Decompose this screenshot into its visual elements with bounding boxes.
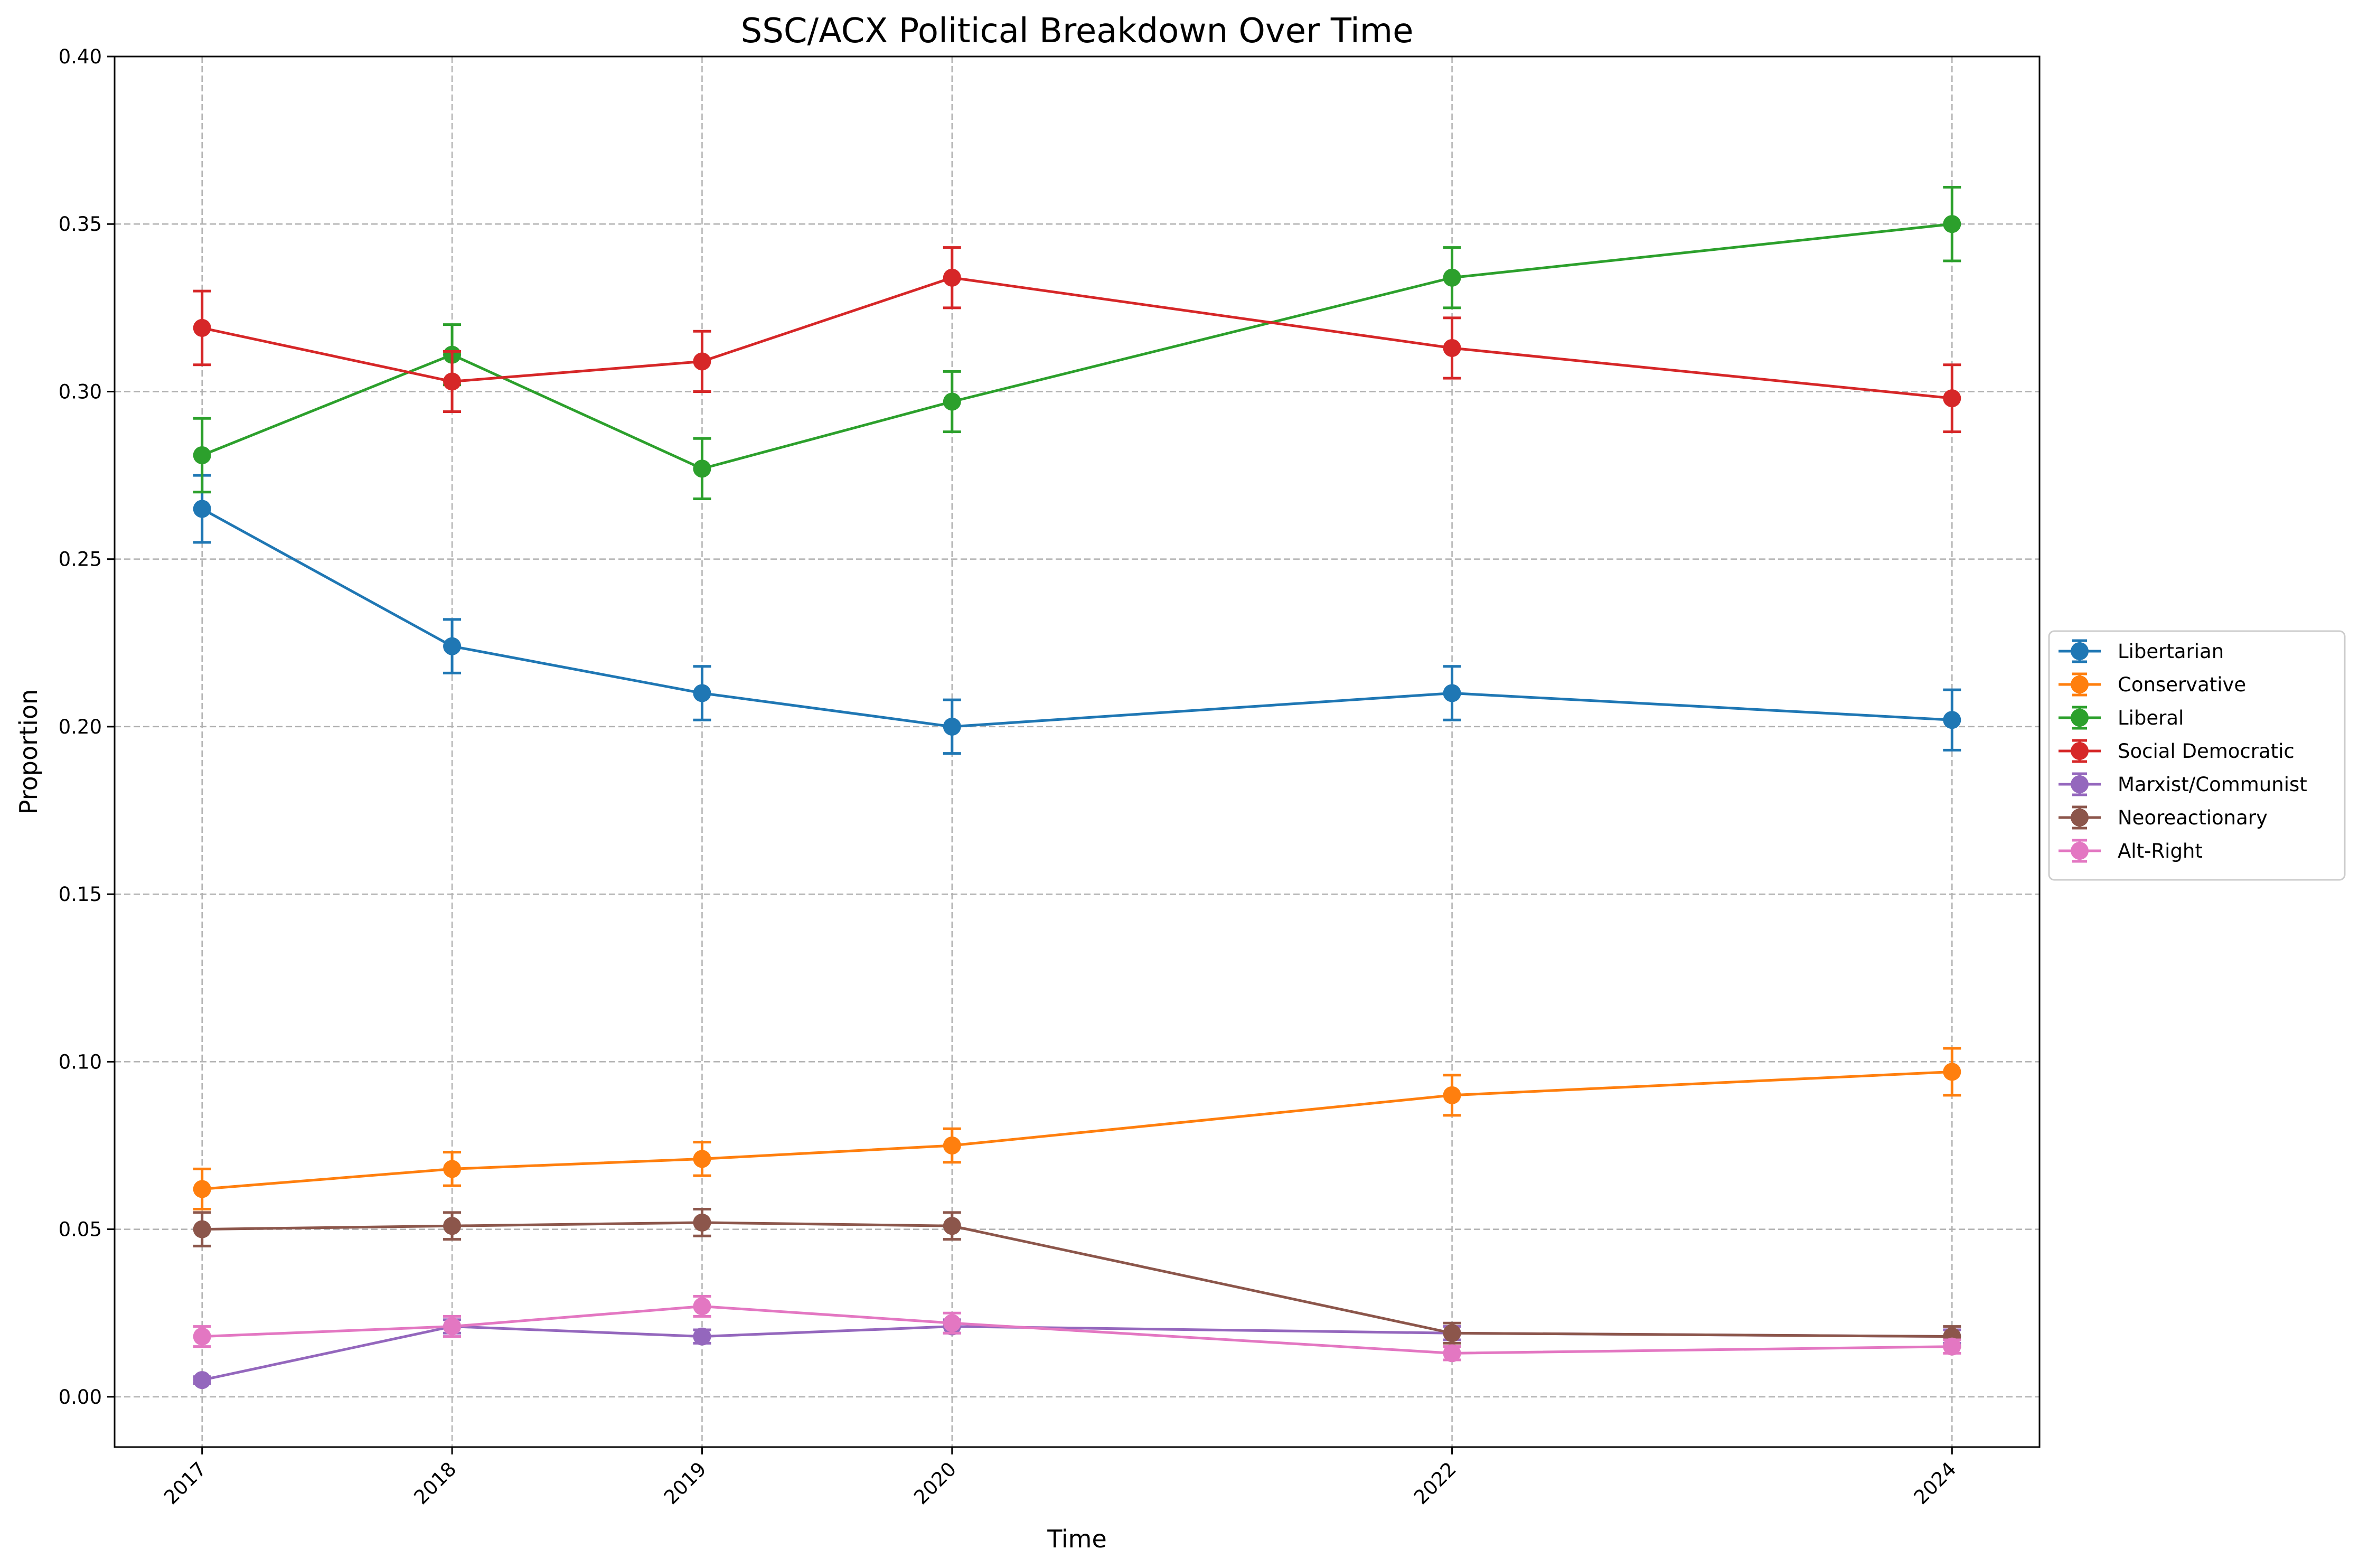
legend-marker	[2071, 642, 2089, 660]
legend-item: Social Democratic	[2059, 739, 2295, 763]
data-point	[1943, 1337, 1961, 1356]
data-point	[943, 392, 961, 411]
data-point	[193, 500, 211, 518]
legend-item: Marxist/Communist	[2059, 772, 2307, 796]
y-tick-label: 0.40	[59, 45, 102, 68]
series-line	[202, 276, 1952, 400]
legend: Libertarian Conservative Liberal Social Dem…	[2048, 630, 2346, 881]
legend-marker	[2071, 775, 2089, 793]
legend-marker	[2071, 809, 2089, 827]
data-point	[1443, 684, 1461, 702]
series-line	[202, 1305, 1952, 1355]
data-point	[693, 459, 711, 478]
data-point	[1943, 711, 1961, 729]
data-point	[443, 1317, 462, 1336]
legend-marker	[2071, 842, 2089, 860]
y-tick-label: 0.30	[59, 380, 102, 403]
y-tick-label: 0.20	[59, 716, 102, 738]
y-tick-label: 0.10	[59, 1050, 102, 1073]
legend-label: Alt-Right	[2118, 840, 2203, 862]
data-point	[1443, 268, 1461, 287]
legend-item: Liberal	[2059, 706, 2184, 730]
legend-marker	[2071, 709, 2089, 727]
legend-frame	[2048, 630, 2346, 881]
legend-marker	[2071, 675, 2089, 693]
data-point	[693, 352, 711, 371]
legend-label: Social Democratic	[2118, 740, 2295, 763]
data-point	[1443, 339, 1461, 357]
series-line	[201, 508, 1952, 728]
data-point	[693, 1213, 711, 1232]
y-tick-label: 0.35	[59, 213, 102, 236]
series-layer	[193, 185, 1961, 1389]
data-point	[1943, 389, 1961, 408]
data-point	[193, 1220, 211, 1238]
data-point	[443, 637, 462, 655]
data-point	[193, 1327, 211, 1346]
legend-label: Conservative	[2118, 673, 2246, 696]
y-tick-label: 0.05	[59, 1218, 102, 1241]
data-point	[1943, 215, 1961, 233]
x-axis-label: Time	[1047, 1525, 1107, 1553]
data-point	[443, 1217, 462, 1235]
chart-title: SSC/ACX Political Breakdown Over Time	[741, 12, 1414, 51]
data-point	[443, 372, 462, 391]
data-point	[943, 1314, 961, 1332]
legend-label: Libertarian	[2118, 640, 2224, 663]
legend-item: Neoreactionary	[2059, 805, 2268, 830]
data-point	[943, 1217, 961, 1235]
legend-item: Conservative	[2059, 672, 2246, 697]
series-libertarian	[193, 474, 1961, 755]
series-social-democratic	[193, 246, 1961, 434]
legend-marker	[2071, 742, 2089, 760]
legend-label: Liberal	[2118, 707, 2184, 729]
data-point	[193, 318, 211, 337]
data-point	[1943, 1063, 1961, 1081]
data-point	[1443, 1344, 1461, 1363]
data-point	[443, 1160, 462, 1178]
data-point	[193, 446, 211, 465]
series-line	[202, 1221, 1952, 1338]
legend-label: Neoreactionary	[2118, 806, 2268, 829]
data-point	[193, 1371, 211, 1389]
plot-frame	[114, 55, 2041, 1448]
legend-item: Libertarian	[2059, 639, 2224, 663]
y-tick-label: 0.00	[59, 1386, 102, 1409]
series-conservative	[193, 1047, 1961, 1211]
data-point	[1443, 1324, 1461, 1342]
data-point	[943, 1136, 961, 1154]
series-line	[202, 1070, 1952, 1190]
y-tick-label: 0.25	[59, 548, 102, 571]
data-point	[943, 717, 961, 736]
data-point	[693, 1297, 711, 1316]
data-point	[943, 268, 961, 287]
data-point	[693, 1327, 711, 1346]
legend-item: Alt-Right	[2059, 839, 2203, 863]
data-point	[1443, 1086, 1461, 1104]
series-alt-right	[193, 1294, 1961, 1363]
data-point	[693, 684, 711, 702]
series-neoreactionary	[193, 1208, 1961, 1348]
legend-label: Marxist/Communist	[2118, 773, 2307, 796]
data-point	[193, 1180, 211, 1198]
y-axis-label: Proportion	[14, 689, 43, 814]
data-point	[693, 1150, 711, 1168]
y-tick-label: 0.15	[59, 883, 102, 906]
